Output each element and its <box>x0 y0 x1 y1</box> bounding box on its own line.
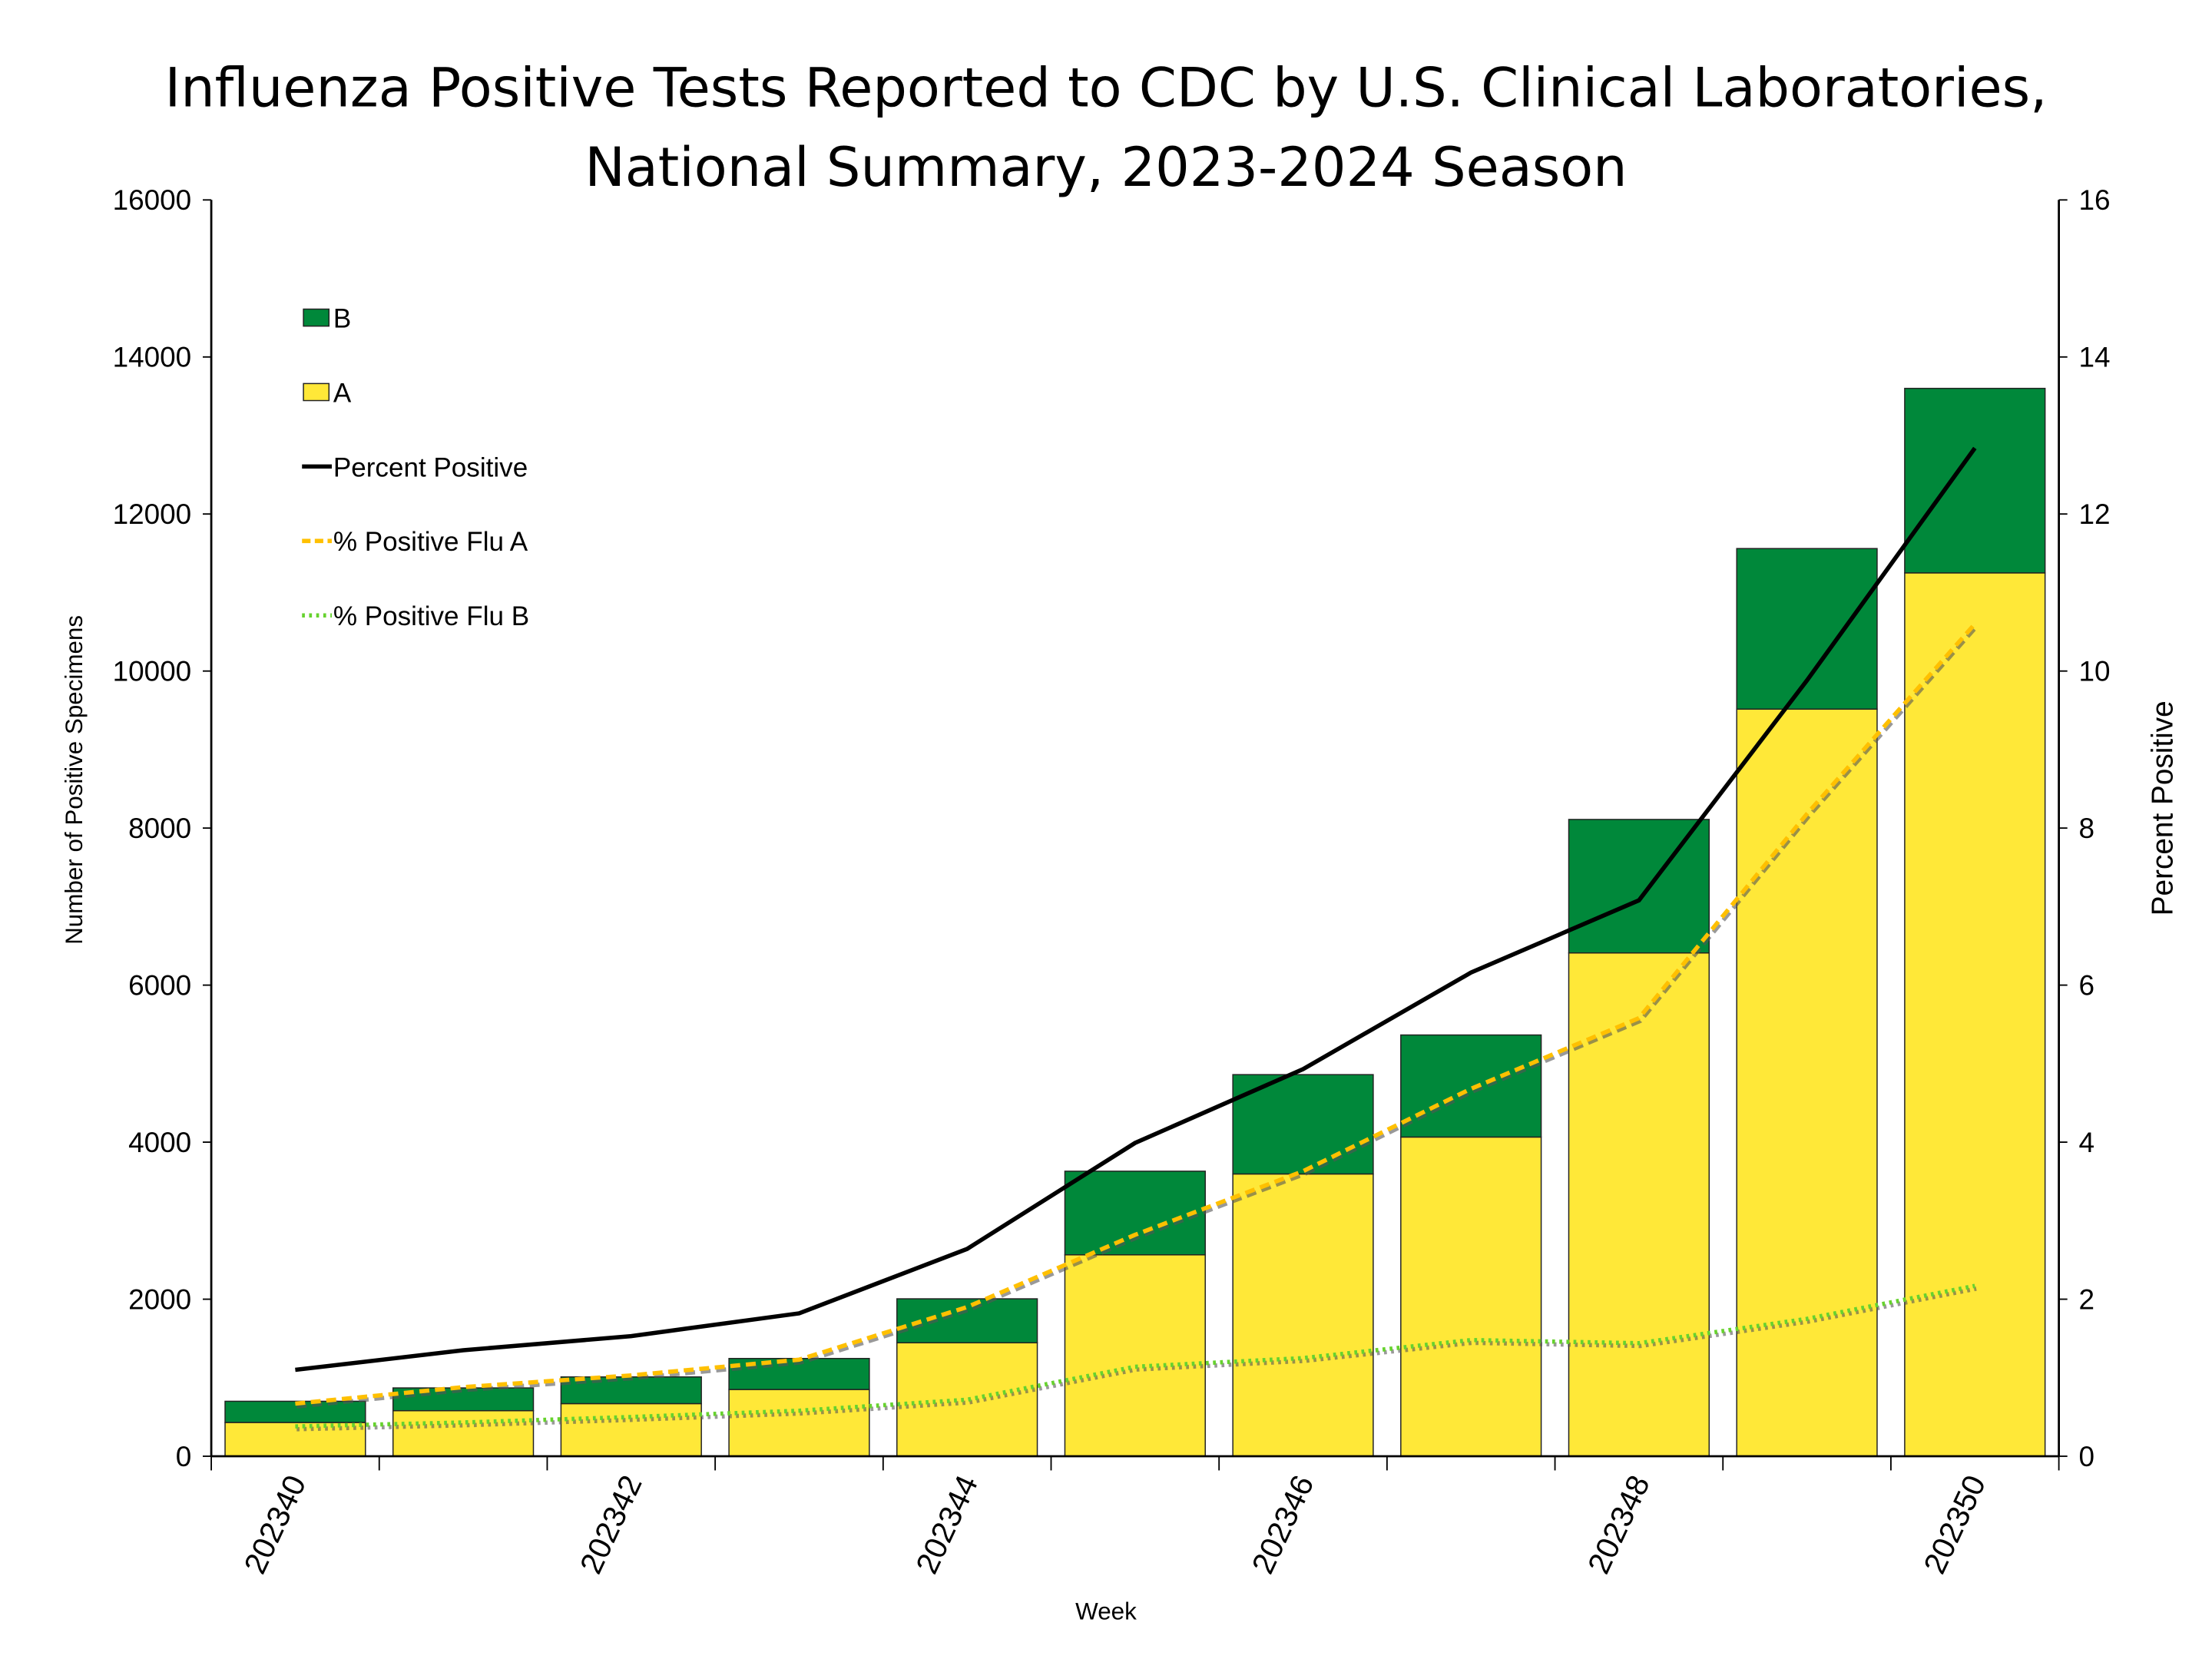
bar-a-202347 <box>1400 1136 1542 1457</box>
y2-tick-label: 4 <box>2078 1127 2094 1158</box>
bar-a-202343 <box>728 1389 870 1457</box>
y-tick-label: 2000 <box>128 1283 191 1315</box>
legend-swatch <box>303 308 330 327</box>
bar-a-202346 <box>1232 1173 1374 1457</box>
line--positive-flu-a <box>295 622 1977 1406</box>
x-axis-label: Week <box>1075 1598 1137 1624</box>
y2-tick-label: 10 <box>2078 656 2110 687</box>
bars <box>224 387 2046 1457</box>
y2-tick-label: 0 <box>2078 1441 2094 1472</box>
y-tick-label: 12000 <box>113 498 192 530</box>
y-tick-label: 6000 <box>128 970 191 1002</box>
line--positive-flu-b <box>295 1283 1975 1429</box>
x-tick-label: 202340 <box>237 1470 313 1579</box>
y2-tick-label: 6 <box>2078 970 2094 1002</box>
legend: B A Percent Positive % Positive Flu A % Posi… <box>302 303 529 631</box>
x-tick-label: 202348 <box>1581 1470 1657 1579</box>
x-tick-label: 202342 <box>573 1470 649 1579</box>
y2-tick-label: 14 <box>2078 342 2110 373</box>
y2-tick-label: 12 <box>2078 498 2110 530</box>
bar-a-202341 <box>392 1409 535 1457</box>
chart-title-line-2: National Summary, 2023-2024 Season <box>584 136 1627 199</box>
y-tick-label: 16000 <box>113 184 192 216</box>
bar-a-202349 <box>1736 708 1878 1457</box>
x-tick-label: 202350 <box>1916 1470 1992 1579</box>
x-tick-label: 202344 <box>909 1470 985 1579</box>
legend-label: % Positive Flu B <box>333 601 529 631</box>
y-axis-label: Number of Positive Specimens <box>61 615 88 945</box>
y-tick-label: 0 <box>176 1441 192 1472</box>
line-percent-positive <box>295 446 1977 1373</box>
y2-tick-label: 2 <box>2078 1283 2094 1315</box>
legend-label: % Positive Flu A <box>333 527 528 557</box>
bar-a-202348 <box>1568 952 1710 1457</box>
lines <box>295 446 1979 1432</box>
y-tick-label: 10000 <box>113 656 192 687</box>
line-shadow <box>296 625 1979 1409</box>
x-tick-label: 202346 <box>1244 1470 1320 1579</box>
bar-b-202345 <box>1064 1171 1206 1256</box>
bar-b-202341 <box>392 1387 535 1412</box>
bar-b-202349 <box>1736 548 1878 710</box>
bar-b-202350 <box>1904 387 2046 574</box>
legend-label: A <box>333 378 352 408</box>
legend-swatch <box>303 382 330 402</box>
bar-b-202348 <box>1568 819 1710 954</box>
bar-a-202350 <box>1904 572 2046 1457</box>
legend-label: Percent Positive <box>333 452 528 482</box>
y2-tick-label: 8 <box>2078 813 2094 844</box>
chart-title-line-1: Influenza Positive Tests Reported to CDC… <box>165 56 2048 119</box>
bar-a-202342 <box>560 1402 702 1457</box>
y-tick-label: 14000 <box>113 342 192 373</box>
legend-label: B <box>333 303 351 333</box>
bar-a-202345 <box>1064 1254 1206 1457</box>
y2-tick-label: 16 <box>2078 184 2110 216</box>
bar-b-202340 <box>224 1400 366 1423</box>
y-tick-label: 8000 <box>128 813 191 844</box>
line-shadow <box>296 1286 1977 1432</box>
bar-b-202347 <box>1400 1034 1542 1138</box>
y-tick-label: 4000 <box>128 1127 191 1158</box>
y2-axis-label: Percent Positive <box>2146 700 2179 916</box>
bar-a-202344 <box>896 1342 1038 1457</box>
bar-a-202340 <box>224 1422 366 1457</box>
